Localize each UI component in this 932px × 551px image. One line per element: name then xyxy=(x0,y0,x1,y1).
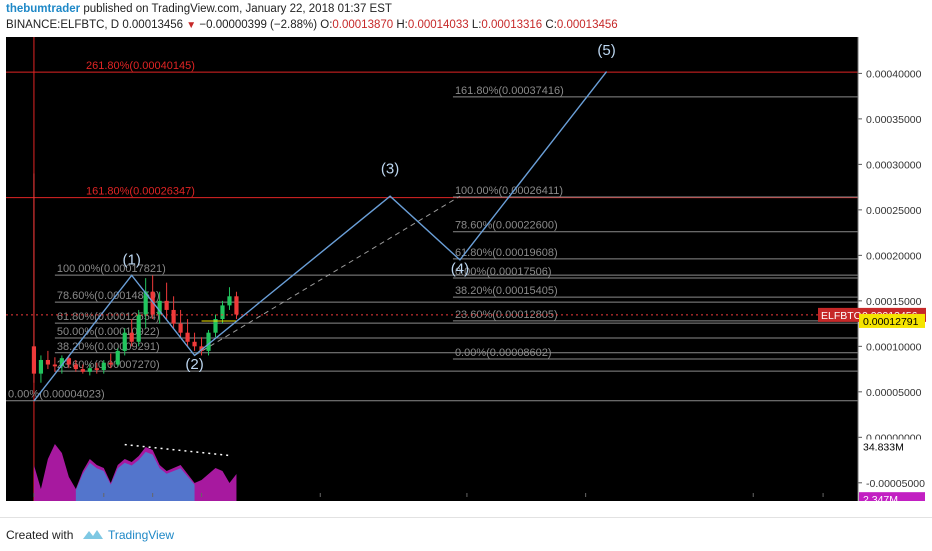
chart-header: thebumtrader published on TradingView.co… xyxy=(0,0,932,36)
footer: Created with TradingView xyxy=(0,517,932,551)
y-tick-label: -0.00005000 xyxy=(866,478,925,490)
symbol-label: BINANCE:ELFBTC, D xyxy=(6,19,120,31)
candle-body xyxy=(101,362,106,370)
candle-body xyxy=(178,323,183,333)
close-label: C: xyxy=(545,19,557,31)
fib-level-label: 0.00%(0.00017506) xyxy=(455,266,552,278)
fib-level-label: 261.80%(0.00040145) xyxy=(86,60,195,72)
fib-level-label: 100.00%(0.00017821) xyxy=(57,263,166,275)
tradingview-brand[interactable]: TradingView xyxy=(108,528,175,542)
y-tick-label: 0.00010000 xyxy=(866,341,922,353)
fib-level-label: 78.60%(0.00022600) xyxy=(455,220,558,232)
candle-body xyxy=(94,368,99,370)
price-label-box xyxy=(859,439,925,454)
y-tick-label: 0.00025000 xyxy=(866,205,922,217)
candle-body xyxy=(192,341,197,347)
candle-body xyxy=(143,291,148,315)
candle-body xyxy=(108,362,113,365)
open-label: O: xyxy=(320,19,333,31)
plot-background xyxy=(6,37,858,501)
candle-body xyxy=(213,319,218,333)
fib-level-label: 0.00%(0.00004023) xyxy=(8,389,105,401)
y-tick-label: 0.00035000 xyxy=(866,114,922,126)
down-arrow-icon: ▼ xyxy=(186,20,197,31)
y-tick-label: 0.00040000 xyxy=(866,68,922,80)
wave-label: (5) xyxy=(597,42,615,59)
candle-body xyxy=(59,358,64,367)
created-with-text: Created with xyxy=(6,528,74,542)
trend-channel-line xyxy=(194,195,461,356)
candle-body xyxy=(185,332,190,342)
price-label-value: 2.347M xyxy=(863,494,898,501)
fib-level-label: 38.20%(0.00015405) xyxy=(455,285,558,297)
candle-body xyxy=(31,346,37,374)
fib-level-label: 100.00%(0.00026411) xyxy=(455,185,563,197)
author-name[interactable]: thebumtrader xyxy=(6,3,81,15)
price-change: −0.00000399 (−2.88%) xyxy=(199,19,318,31)
tradingview-logo-icon xyxy=(83,530,103,539)
candle-body xyxy=(87,368,92,372)
high-value: 0.00014033 xyxy=(407,19,469,31)
fib-level-label: 0.00%(0.00008602) xyxy=(455,347,552,359)
fib-level-label: 50.00%(0.00010922) xyxy=(57,326,160,338)
close-value: 0.00013456 xyxy=(556,19,618,31)
elliott-wave-path xyxy=(33,71,608,402)
y-tick-label: 0.00020000 xyxy=(866,250,922,262)
candle-body xyxy=(164,300,169,310)
candle-body xyxy=(73,364,78,370)
y-tick-label: 0.00005000 xyxy=(866,387,922,399)
candle-body xyxy=(129,332,134,342)
candle-body xyxy=(171,309,176,324)
fib-level-label: 38.20%(0.00009291) xyxy=(57,341,160,353)
candle-body xyxy=(199,346,204,351)
price-chart[interactable]: 261.80%(0.00040145) 161.80%(0.00037416) 16… xyxy=(6,37,926,517)
wave-label: (3) xyxy=(381,160,399,177)
candle-body xyxy=(206,332,211,351)
candle-body xyxy=(66,358,71,365)
y-tick-label: 0.00015000 xyxy=(866,296,922,308)
fib-level-label: 61.80%(0.00012554) xyxy=(57,311,160,323)
last-price: 0.00013456 xyxy=(122,19,184,31)
low-value: 0.00013316 xyxy=(481,19,543,31)
candle-body xyxy=(220,305,225,320)
high-label: H: xyxy=(396,19,408,31)
candle-body xyxy=(115,350,120,365)
volume-area-blue xyxy=(75,451,195,501)
published-text: published on TradingView.com, January 22… xyxy=(83,3,392,15)
price-axis-background xyxy=(858,37,926,501)
candle-body xyxy=(52,364,57,367)
fib-level-label: 78.60%(0.00014859) xyxy=(57,290,160,302)
price-label-value: 34.833M xyxy=(863,441,904,453)
symbol-line: BINANCE:ELFBTC, D 0.00013456 ▼ −0.000003… xyxy=(6,19,618,31)
candle-body xyxy=(227,296,232,306)
candle-body xyxy=(122,332,127,351)
candle-body xyxy=(80,369,85,372)
candle-body xyxy=(234,296,239,315)
price-label-value: 0.00012791 xyxy=(863,316,919,328)
candle-body xyxy=(136,314,141,342)
low-label: L: xyxy=(471,19,482,31)
candle-body xyxy=(38,359,44,374)
candle-body xyxy=(45,359,50,365)
chart-area[interactable]: 261.80%(0.00040145) 161.80%(0.00037416) 16… xyxy=(6,37,926,517)
candle-body xyxy=(157,300,162,315)
wave-label: (4) xyxy=(451,261,469,278)
fib-level-label: 23.60%(0.00007270) xyxy=(57,359,160,371)
fib-level-label: 161.80%(0.00037416) xyxy=(455,85,564,97)
fib-level-label: 161.80%(0.00026347) xyxy=(86,186,195,198)
wave-label: (1) xyxy=(123,251,141,268)
price-label-box xyxy=(859,313,925,328)
open-value: 0.00013870 xyxy=(332,19,394,31)
y-tick-label: 0.00030000 xyxy=(866,159,922,171)
price-label-symbol: ELFBTC xyxy=(821,310,862,322)
fib-level-label: 61.80%(0.00019608) xyxy=(455,247,558,259)
wave-label: (2) xyxy=(185,356,203,373)
publish-line: thebumtrader published on TradingView.co… xyxy=(6,3,392,15)
